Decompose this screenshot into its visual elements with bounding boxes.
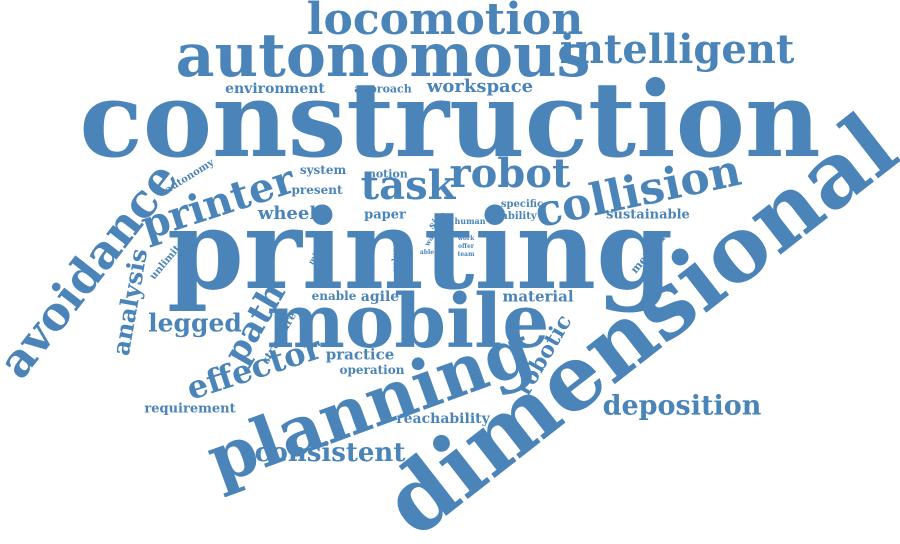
word-deposition: deposition [602, 390, 762, 422]
word-agile: agile [360, 289, 400, 305]
word-reachability: reachability [396, 411, 490, 427]
word-enable: enable [311, 289, 357, 303]
word-consistent: consistent [254, 438, 406, 468]
word-autonomous: autonomous [175, 21, 591, 91]
word-legged: legged [148, 308, 242, 338]
word-locomotion: locomotion [306, 0, 584, 45]
word-material: material [502, 287, 574, 306]
word-workspace: workspace [426, 76, 534, 97]
word-intelligent: intelligent [559, 26, 795, 73]
word-approach: approach [354, 82, 412, 96]
word-wheel: wheel [257, 203, 317, 224]
word-ability: ability [501, 211, 537, 222]
word-specific: specific [500, 199, 544, 210]
word-human: human [454, 216, 486, 226]
word-robot: robot [449, 150, 571, 197]
word-environment: environment [225, 81, 325, 97]
word-practice: practice [325, 345, 395, 364]
word-work: work [457, 235, 475, 242]
word-task: task [360, 162, 456, 209]
word-motion: motion [364, 167, 408, 181]
word-printing: printing [166, 185, 674, 314]
word-operation: operation [339, 363, 405, 377]
word-able: able [419, 249, 435, 256]
word-team: team [457, 251, 475, 258]
word-sustainable: sustainable [606, 207, 690, 223]
word-present: present [291, 183, 343, 197]
word-requirement: requirement [144, 401, 236, 417]
word-system: system [299, 163, 347, 177]
word-offer: offer [458, 243, 474, 250]
word-volume: volume [390, 238, 400, 272]
word-construction: construction [79, 58, 821, 181]
word-mobile: mobile [266, 279, 550, 365]
word-paper: paper [364, 207, 406, 223]
